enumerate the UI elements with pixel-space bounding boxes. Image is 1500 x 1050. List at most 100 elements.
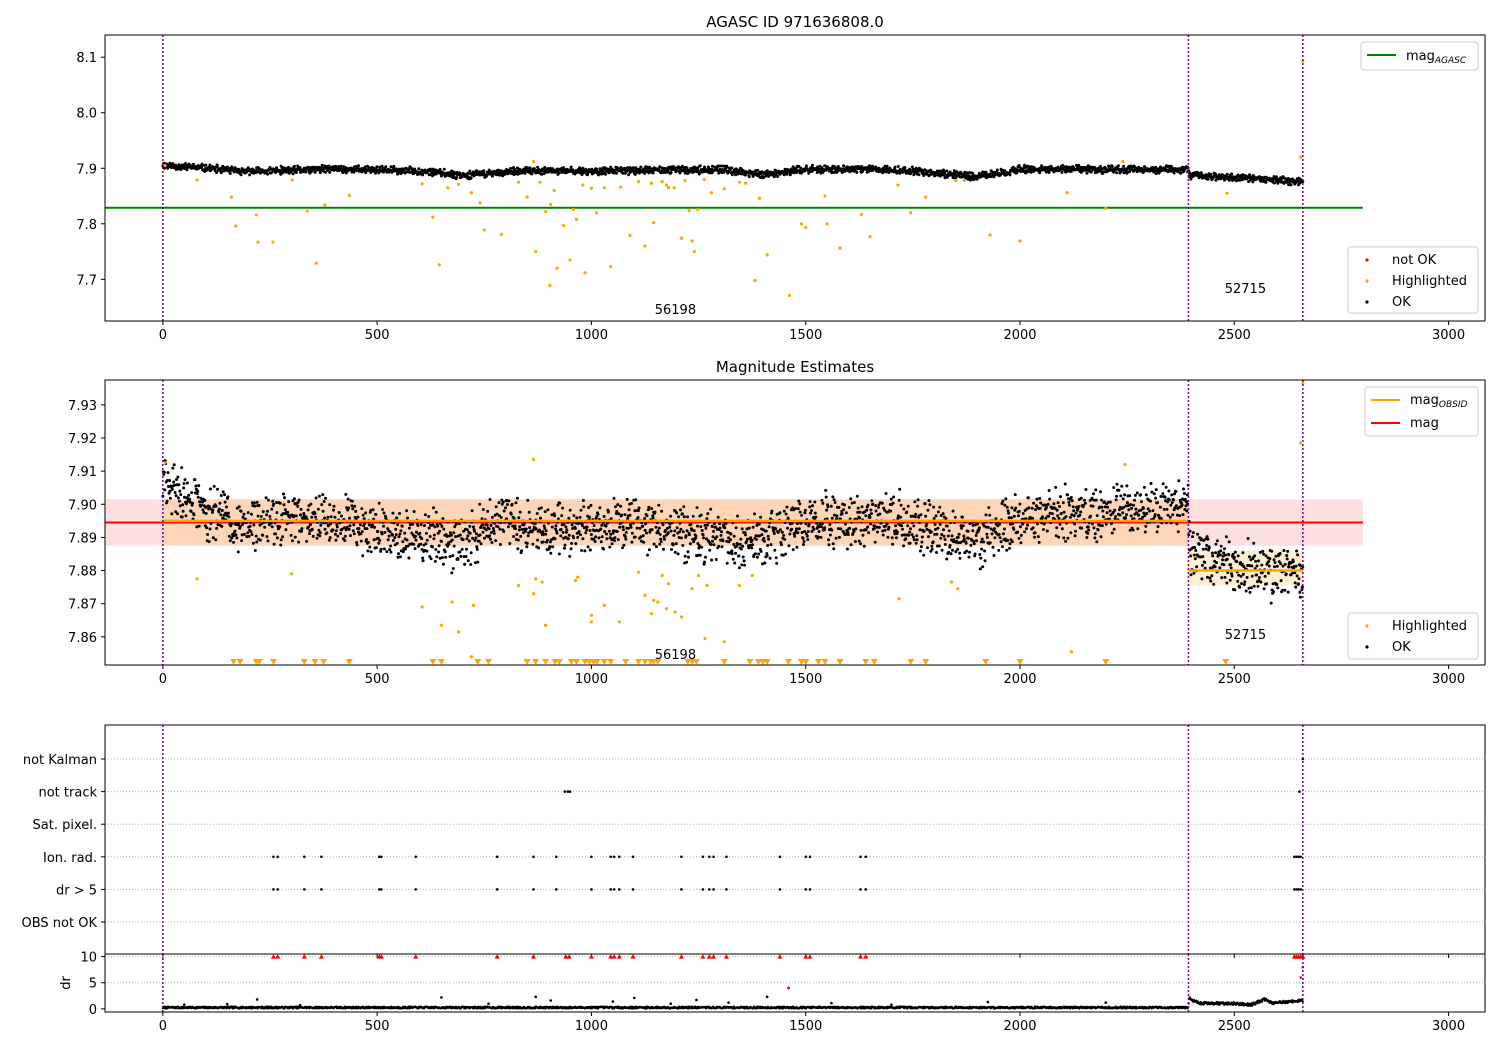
ok-point <box>604 524 608 528</box>
highlighted-point <box>163 163 167 168</box>
ok-point <box>584 531 588 535</box>
ok-point <box>443 550 447 554</box>
ok-point <box>490 515 494 519</box>
ok-point <box>517 516 521 520</box>
ok-point <box>904 537 908 541</box>
ok-point <box>211 536 215 540</box>
ok-point <box>794 507 797 511</box>
ok-point <box>198 500 202 504</box>
ok-point <box>1047 514 1051 518</box>
ok-point <box>347 506 351 510</box>
ok-point <box>1083 498 1086 502</box>
ok-point <box>351 529 355 533</box>
ok-point <box>1007 511 1011 515</box>
ok-point <box>437 544 441 548</box>
ok-point <box>992 554 996 557</box>
ok-point <box>842 508 846 512</box>
ok-point <box>592 524 596 527</box>
ok-point <box>1096 528 1100 532</box>
highlighted-point <box>534 577 538 581</box>
ok-point <box>1125 513 1128 517</box>
ok-point <box>805 534 809 538</box>
ok-point <box>674 542 678 546</box>
ok-point <box>819 525 823 529</box>
ok-point <box>700 529 704 532</box>
ok-point <box>718 526 722 530</box>
ok-point <box>423 513 427 517</box>
ok-point <box>938 522 942 526</box>
ok-point <box>208 527 212 531</box>
ok-point <box>945 557 949 561</box>
ok-point <box>1167 498 1171 502</box>
ok-point <box>265 513 269 517</box>
ok-point <box>739 547 743 551</box>
ok-point <box>997 548 1001 552</box>
ok-point <box>376 530 380 533</box>
ok-point <box>637 506 641 510</box>
ok-point <box>807 522 811 526</box>
highlighted-point <box>859 212 864 216</box>
ok-point <box>925 523 929 526</box>
ok-point <box>1004 497 1008 501</box>
ok-point <box>782 533 786 537</box>
ok-point <box>585 525 589 529</box>
ok-point <box>572 536 575 540</box>
ok-point <box>206 533 210 536</box>
ok-point <box>979 556 983 560</box>
ok-point <box>1042 528 1045 531</box>
ok-point <box>630 502 633 505</box>
ok-point <box>645 531 648 535</box>
ok-point <box>683 554 687 558</box>
ok-point <box>382 511 386 515</box>
y-tick-label: 7.8 <box>76 218 97 233</box>
ok-point <box>1270 549 1274 553</box>
ok-point <box>424 542 428 546</box>
ok-point <box>682 505 686 509</box>
ok-point <box>899 515 903 519</box>
ok-point <box>282 492 285 496</box>
ok-point <box>183 478 187 482</box>
ok-point <box>716 515 720 519</box>
ok-point <box>337 165 341 168</box>
ok-point <box>512 535 516 538</box>
ok-point <box>204 512 208 515</box>
ok-point <box>367 166 371 170</box>
ok-point <box>1127 508 1131 512</box>
ok-point <box>1091 504 1095 508</box>
ok-point <box>915 538 919 542</box>
ok-point <box>862 544 866 548</box>
ok-point <box>1161 482 1165 486</box>
ok-point <box>365 527 369 531</box>
ok-point <box>872 527 876 531</box>
ok-point <box>438 167 442 171</box>
ok-point <box>638 526 642 530</box>
ok-point <box>722 170 726 174</box>
ok-point <box>218 501 222 505</box>
ok-point <box>1014 506 1018 510</box>
ok-point <box>384 165 388 169</box>
ok-point <box>230 522 234 526</box>
ok-point <box>421 559 425 563</box>
highlighted-point <box>431 215 435 219</box>
highlighted-point <box>195 178 199 182</box>
ok-point <box>624 530 628 534</box>
ok-point <box>1013 493 1017 497</box>
ok-point <box>741 555 745 559</box>
ok-point <box>381 508 384 511</box>
ok-point <box>945 524 949 528</box>
ok-point <box>223 493 227 497</box>
ok-point <box>507 499 511 503</box>
ok-point <box>643 528 647 532</box>
ok-point <box>630 540 634 544</box>
ok-point <box>320 163 324 167</box>
ok-point <box>493 521 497 525</box>
ok-point <box>698 553 702 557</box>
ok-point <box>920 535 924 539</box>
ok-point <box>718 522 722 526</box>
ok-point <box>725 561 729 565</box>
ok-point <box>740 563 744 567</box>
ok-point <box>226 511 230 515</box>
ok-point <box>679 508 682 512</box>
ok-point <box>551 545 555 549</box>
panel1-legend-bottom: not OK Highlighted OK <box>1347 246 1479 314</box>
